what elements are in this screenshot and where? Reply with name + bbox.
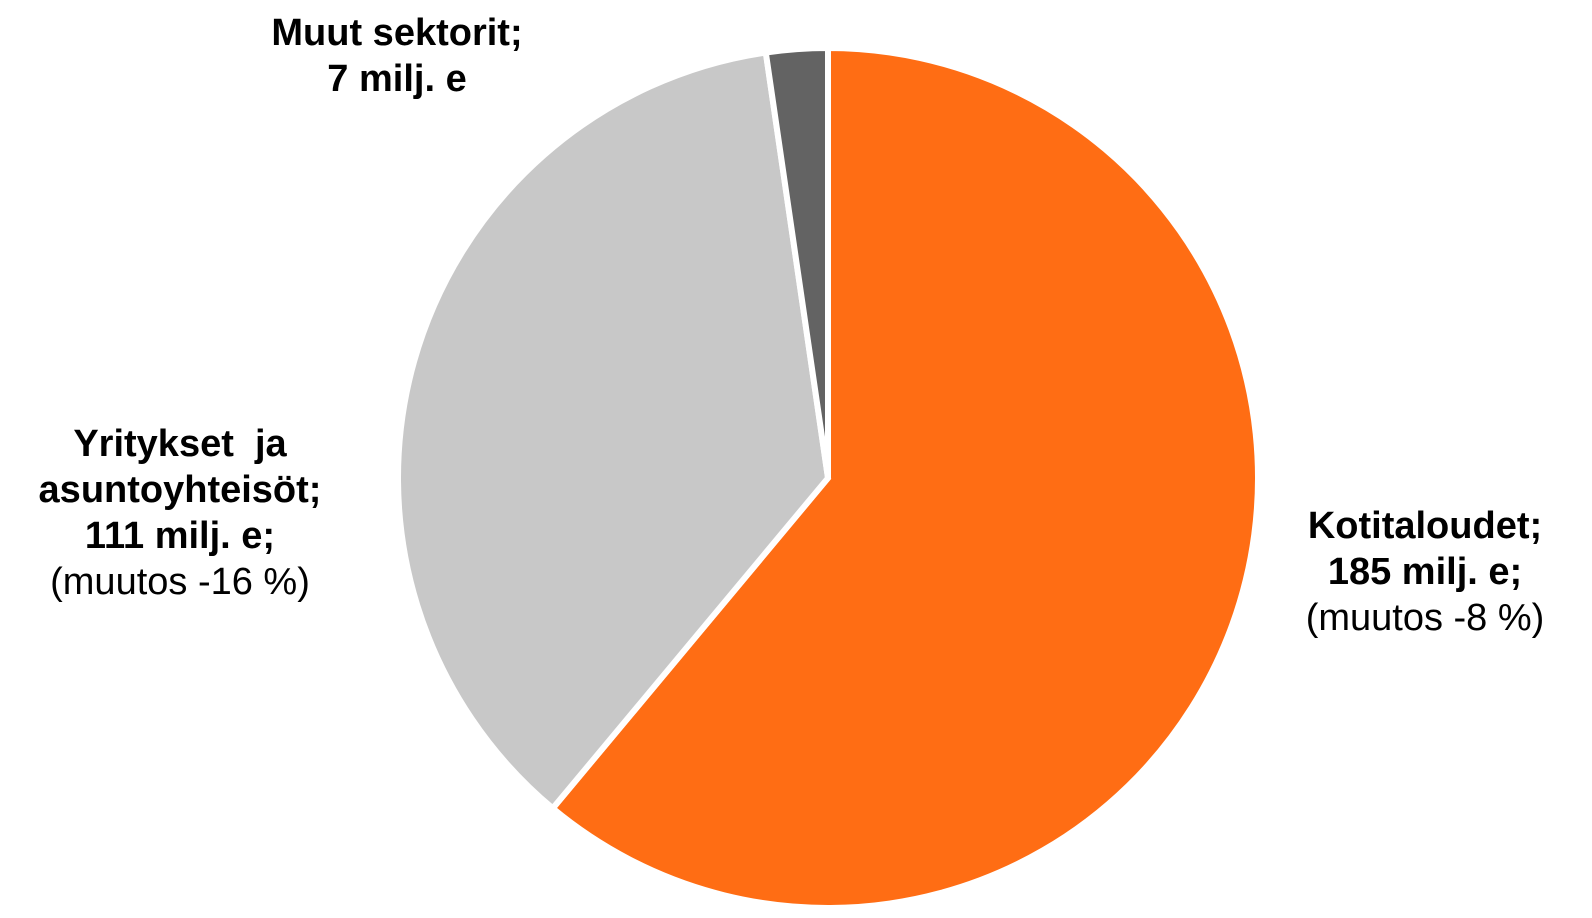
pie-label-line: Yritykset ja <box>73 423 287 465</box>
pie-labels: Kotitaloudet; 185 milj. e; (muutos -8 %) Yr… <box>39 12 1545 639</box>
pie-slices <box>395 44 1261 911</box>
pie-label-kotitaloudet: Kotitaloudet; 185 milj. e; (muutos -8 %) <box>1306 505 1545 639</box>
pie-label-line: 111 milj. e; <box>85 515 275 557</box>
pie-label-line: (muutos -16 %) <box>50 561 310 603</box>
pie-label-line: Muut sektorit; <box>271 12 522 54</box>
pie-label-yritykset-ja-asuntoyhteisot: Yritykset ja asuntoyhteisöt; 111 milj. e;(… <box>39 423 322 603</box>
pie-slice-muut-sektorit <box>762 44 831 479</box>
pie-label-line: (muutos -8 %) <box>1306 597 1545 639</box>
pie-label-line: 185 milj. e; <box>1328 551 1522 593</box>
pie-label-line: Kotitaloudet; <box>1308 505 1542 547</box>
pie-slice-kotitaloudet <box>548 44 1261 911</box>
pie-slice-yritykset-ja-asuntoyhteisot <box>395 49 832 813</box>
pie-label-line: 7 milj. e <box>327 58 466 100</box>
pie-label-muut-sektorit: Muut sektorit; 7 milj. e <box>271 12 522 100</box>
pie-label-line: asuntoyhteisöt; <box>39 469 322 511</box>
